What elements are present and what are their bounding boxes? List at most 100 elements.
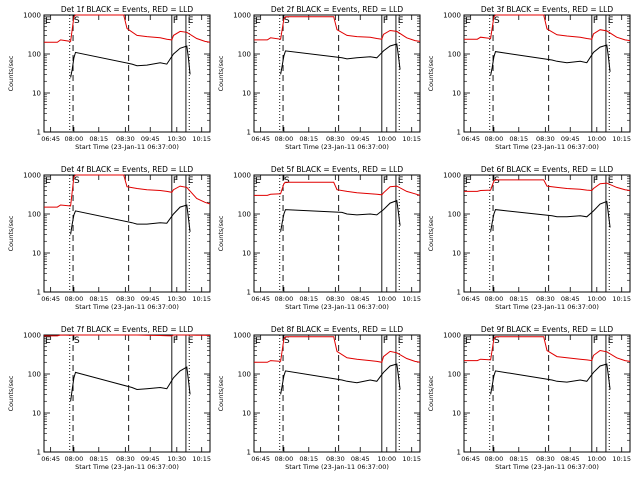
x-tick-label: 08:00	[65, 135, 84, 143]
y-tick-label: 100	[238, 211, 251, 219]
x-tick-label: 08:00	[275, 295, 294, 303]
event-marker-label: E	[398, 176, 404, 186]
x-tick-label: 06:45	[461, 455, 480, 463]
x-tick-label: 08:30	[326, 135, 345, 143]
x-tick-label: 08:15	[89, 135, 108, 143]
series-line-events	[70, 366, 191, 402]
y-tick-label: 1	[37, 449, 41, 457]
x-tick-label: 10:00	[587, 295, 606, 303]
y-tick-label: 100	[448, 211, 461, 219]
y-tick-label: 1000	[443, 332, 461, 340]
x-tick-label: 09:45	[141, 135, 160, 143]
chart-title: Det 1f BLACK = Events, RED = LLD	[61, 5, 194, 14]
x-tick-label: 06:45	[41, 455, 60, 463]
y-tick-label: 100	[448, 51, 461, 59]
event-marker-label: E	[188, 336, 194, 346]
series-line-events	[70, 204, 191, 235]
y-tick-label: 100	[28, 371, 41, 379]
x-tick-label: 10:15	[402, 135, 421, 143]
series-line-lld	[44, 14, 211, 43]
event-marker-label: S	[284, 16, 290, 26]
series-line-events	[490, 44, 611, 76]
y-tick-label: 1000	[23, 12, 41, 20]
x-tick-label: 08:30	[326, 295, 345, 303]
event-marker-label: E	[465, 16, 471, 26]
series-line-lld	[254, 336, 421, 363]
y-tick-label: 1000	[233, 332, 251, 340]
plot-frame	[463, 334, 631, 453]
x-tick-label: 08:00	[485, 455, 504, 463]
y-tick-label: 10	[452, 250, 461, 258]
x-tick-label: 08:30	[536, 135, 555, 143]
x-axis-label: Start Time (23-Jan-11 06:37:00)	[75, 463, 179, 471]
y-tick-label: 1000	[443, 172, 461, 180]
x-tick-label: 09:45	[351, 135, 370, 143]
series-line-events	[280, 363, 401, 395]
plot-frame	[463, 174, 631, 293]
event-marker-label: E	[608, 336, 614, 346]
event-marker-label: F	[593, 16, 598, 26]
y-tick-label: 1	[457, 449, 461, 457]
y-tick-label: 1	[247, 289, 251, 297]
y-axis-label: Counts/sec	[217, 375, 225, 411]
x-tick-label: 06:45	[251, 135, 270, 143]
x-tick-label: 08:00	[275, 455, 294, 463]
x-tick-label: 10:15	[192, 295, 211, 303]
event-marker-label: E	[45, 16, 51, 26]
x-tick-label: 08:00	[65, 455, 84, 463]
plot-frame	[253, 174, 421, 293]
chart-title: Det 2f BLACK = Events, RED = LLD	[271, 5, 404, 14]
event-marker-label: S	[284, 176, 290, 186]
event-marker-label: F	[383, 176, 388, 186]
event-marker-label: F	[383, 16, 388, 26]
event-marker-label: S	[494, 16, 500, 26]
y-axis-label: Counts/sec	[7, 55, 15, 91]
x-tick-label: 10:00	[377, 455, 396, 463]
plot-frame	[253, 334, 421, 453]
x-tick-label: 08:30	[116, 455, 135, 463]
x-tick-label: 08:00	[275, 135, 294, 143]
x-tick-label: 08:15	[299, 455, 318, 463]
chart-title: Det 3f BLACK = Events, RED = LLD	[481, 5, 614, 14]
x-tick-label: 06:45	[41, 135, 60, 143]
x-axis-label: Start Time (23-Jan-11 06:37:00)	[495, 303, 599, 311]
y-axis-label: Counts/sec	[7, 215, 15, 251]
panel-det-3: Det 3f BLACK = Events, RED = LLD Counts/s…	[427, 5, 631, 151]
x-tick-label: 08:30	[116, 295, 135, 303]
x-tick-label: 08:30	[536, 455, 555, 463]
x-tick-label: 10:15	[612, 295, 631, 303]
y-tick-label: 1000	[233, 12, 251, 20]
x-tick-label: 10:30	[167, 295, 186, 303]
series-line-lld	[464, 179, 631, 192]
series-line-lld	[254, 16, 421, 42]
x-tick-label: 08:30	[536, 295, 555, 303]
event-marker-label: F	[383, 336, 388, 346]
event-marker-label: F	[173, 176, 178, 186]
y-axis-label: Counts/sec	[217, 55, 225, 91]
x-axis-label: Start Time (23-Jan-11 06:37:00)	[285, 303, 389, 311]
y-axis-label: Counts/sec	[217, 215, 225, 251]
panel-det-9: Det 9f BLACK = Events, RED = LLD Counts/s…	[427, 325, 631, 471]
chart-title: Det 5f BLACK = Events, RED = LLD	[271, 165, 404, 174]
x-tick-label: 08:15	[89, 295, 108, 303]
panel-det-4: Det 4f BLACK = Events, RED = LLD Counts/s…	[7, 165, 211, 311]
y-tick-label: 100	[28, 211, 41, 219]
x-tick-label: 08:15	[89, 455, 108, 463]
event-marker-label: E	[398, 16, 404, 26]
event-marker-label: E	[465, 336, 471, 346]
event-marker-label: E	[398, 336, 404, 346]
event-marker-label: F	[173, 16, 178, 26]
x-axis-label: Start Time (23-Jan-11 06:37:00)	[285, 463, 389, 471]
x-tick-label: 06:45	[251, 295, 270, 303]
y-tick-label: 1	[247, 449, 251, 457]
x-tick-label: 08:15	[509, 455, 528, 463]
y-tick-label: 1	[457, 289, 461, 297]
y-tick-label: 10	[32, 250, 41, 258]
chart-title: Det 8f BLACK = Events, RED = LLD	[271, 325, 404, 334]
panel-det-6: Det 6f BLACK = Events, RED = LLD Counts/s…	[427, 165, 631, 311]
event-marker-label: E	[608, 176, 614, 186]
y-tick-label: 10	[32, 90, 41, 98]
plot-frame	[43, 334, 211, 453]
event-marker-label: S	[494, 176, 500, 186]
x-tick-label: 10:15	[192, 455, 211, 463]
